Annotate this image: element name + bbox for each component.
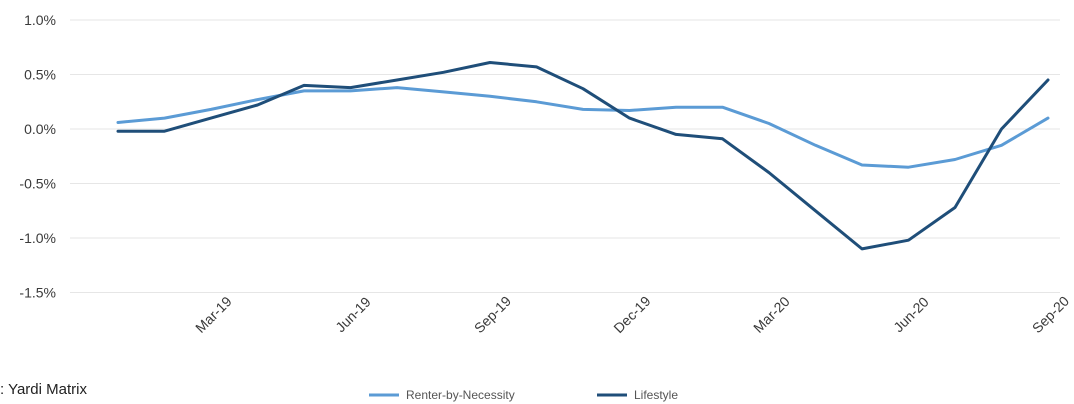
y-tick-label: 1.0% (24, 12, 56, 28)
series-line-renter-by-necessity (116, 86, 1050, 169)
x-tick-label: Sep-20 (1029, 293, 1072, 336)
y-tick-label: -1.0% (19, 230, 56, 246)
y-tick-label: -1.5% (19, 285, 56, 301)
y-tick-label: 0.0% (24, 121, 56, 137)
x-tick-label: Jun-19 (332, 294, 374, 336)
series-line-lifestyle (116, 61, 1050, 251)
x-tick-label: Sep-19 (471, 293, 514, 336)
legend: Renter-by-Necessity Lifestyle (369, 388, 678, 402)
y-tick-label: 0.5% (24, 67, 56, 83)
legend-label: Renter-by-Necessity (406, 388, 515, 402)
source-note: : Yardi Matrix (0, 381, 87, 398)
x-tick-label: Mar-19 (192, 293, 235, 336)
x-tick-label: Mar-20 (750, 293, 793, 336)
series-lines (116, 61, 1050, 251)
x-tick-label: Jun-20 (890, 294, 932, 336)
gridlines (70, 19, 1060, 293)
x-tick-label: Dec-19 (610, 293, 653, 336)
x-axis-tick-labels: Mar-19 Jun-19 Sep-19 Dec-19 Mar-20 Jun-20 Sep-… (192, 293, 1072, 336)
y-axis-tick-labels: 1.0% 0.5% 0.0% -0.5% -1.0% -1.5% (19, 12, 56, 301)
legend-label: Lifestyle (634, 388, 678, 402)
y-tick-label: -0.5% (19, 176, 56, 192)
